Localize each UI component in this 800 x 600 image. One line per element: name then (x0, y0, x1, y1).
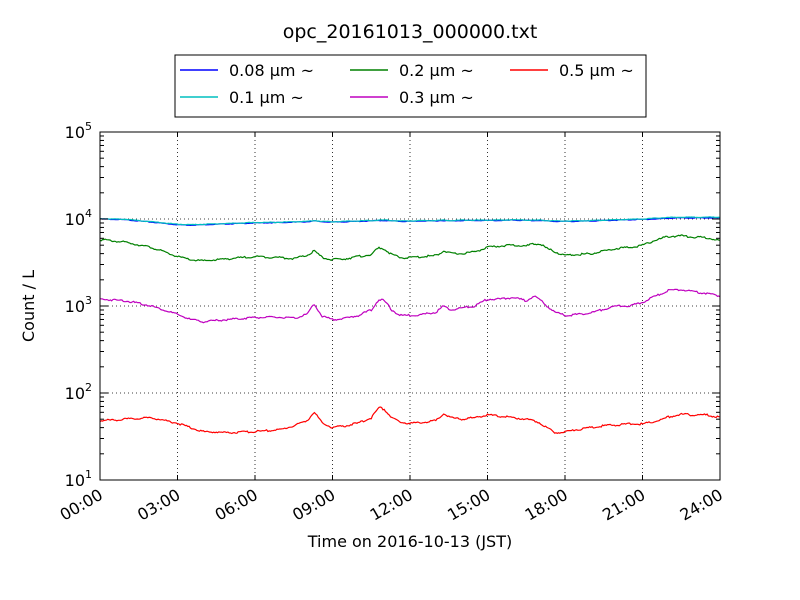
y-tick-label: 103 (65, 294, 92, 316)
legend-item: 0.3 μm ~ (350, 88, 474, 107)
legend-items: 0.08 μm ~ 0.1 μm ~ 0.2 μm ~ 0.3 μm ~ 0.5 μm … (180, 61, 634, 107)
minor-ticks (100, 135, 720, 455)
series-line (99, 406, 721, 435)
y-axis-ticks: 101 102 103 104 105 (65, 120, 720, 490)
y-tick-label: 101 (65, 468, 92, 490)
y-tick-label: 102 (65, 381, 92, 403)
legend-item: 0.5 μm ~ (510, 61, 634, 80)
y-tick-label: 104 (65, 207, 92, 229)
chart-title: opc_20161013_000000.txt (283, 21, 538, 43)
x-axis-label: Time on 2016-10-13 (JST) (307, 532, 512, 551)
legend-item: 0.1 μm ~ (180, 88, 304, 107)
series-line (99, 234, 721, 262)
legend-item: 0.2 μm ~ (350, 61, 474, 80)
legend-label: 0.08 μm ~ (229, 61, 314, 80)
series-line (100, 288, 721, 324)
legend-label: 0.5 μm ~ (559, 61, 634, 80)
legend-box (174, 54, 647, 118)
series-lines (99, 216, 721, 435)
legend-item: 0.08 μm ~ (180, 61, 314, 80)
legend-label: 0.1 μm ~ (229, 88, 304, 107)
legend-label: 0.2 μm ~ (399, 61, 474, 80)
series-line (99, 216, 721, 226)
y-tick-label: 105 (65, 120, 92, 142)
plot-area: 00:00 03:00 06:00 09:00 12:00 15:00 18:00 21:00… (57, 120, 726, 525)
y-axis-label: Count / L (19, 270, 38, 342)
legend-label: 0.3 μm ~ (399, 88, 474, 107)
legend: 0.08 μm ~ 0.1 μm ~ 0.2 μm ~ 0.3 μm ~ 0.5 μm … (174, 54, 647, 118)
